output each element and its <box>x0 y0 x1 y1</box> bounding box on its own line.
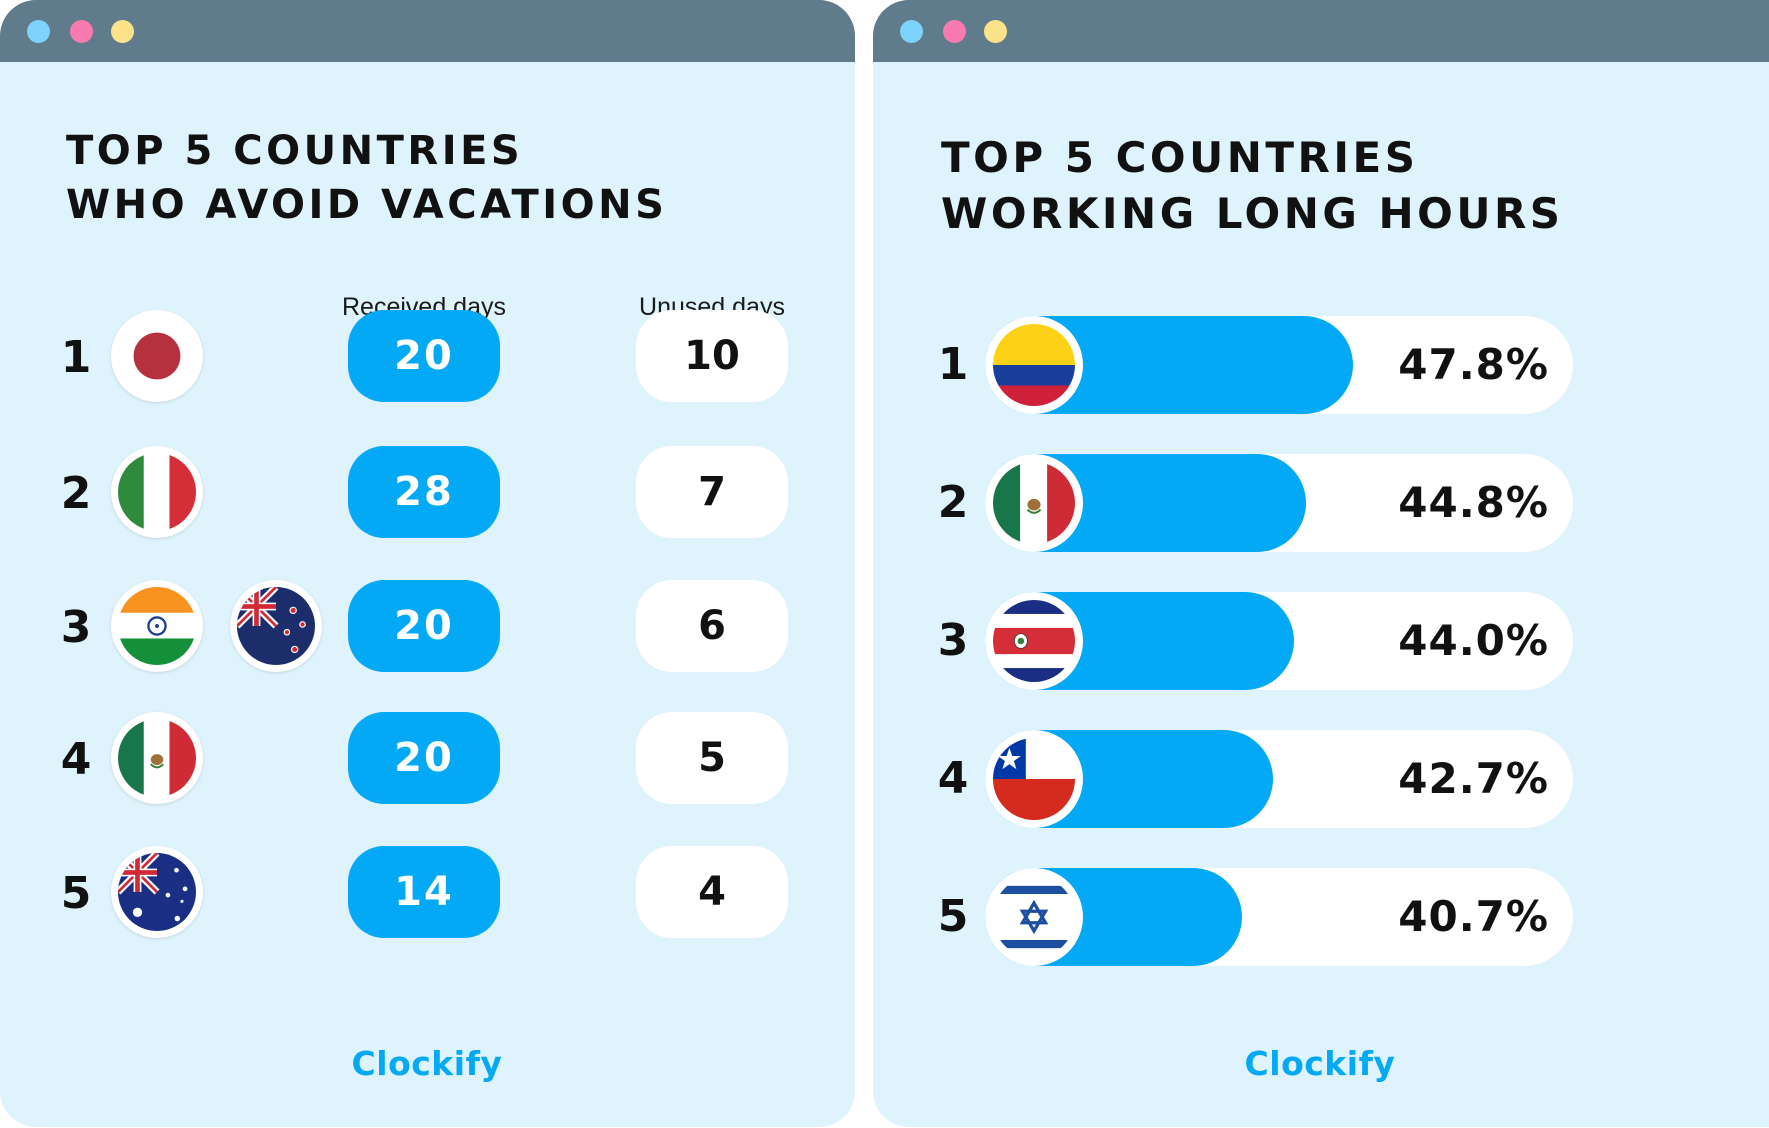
received-days-value: 14 <box>348 846 500 938</box>
india-flag-icon <box>111 580 203 672</box>
new-zealand-flag-icon-art <box>237 587 315 665</box>
unused-days-value: 7 <box>636 446 788 538</box>
rank-number: 5 <box>937 891 969 942</box>
costa-rica-flag-icon <box>985 592 1083 690</box>
unused-days-value: 4 <box>636 846 788 938</box>
window-titlebar <box>873 0 1769 62</box>
window-dot-blue[interactable] <box>27 20 50 43</box>
long-hours-title-line1: TOP 5 COUNTRIES <box>941 133 1419 182</box>
italy-flag-icon <box>111 446 203 538</box>
mexico-flag-icon <box>111 712 203 804</box>
india-flag-icon-art <box>118 587 196 665</box>
vacations-title-line2: WHO AVOID VACATIONS <box>66 182 668 228</box>
bar-value-label: 42.7% <box>1398 754 1549 803</box>
rank-number: 5 <box>60 868 92 919</box>
received-days-value: 28 <box>348 446 500 538</box>
colombia-flag-icon <box>985 316 1083 414</box>
rank-number: 3 <box>937 615 969 666</box>
rank-number: 1 <box>937 339 969 390</box>
unused-days-value: 10 <box>636 310 788 402</box>
chile-flag-icon <box>985 730 1083 828</box>
long-hours-title-line2: WORKING LONG HOURS <box>941 189 1564 238</box>
bar-value-label: 44.8% <box>1398 478 1549 527</box>
vacations-title-line1: TOP 5 COUNTRIES <box>66 128 524 174</box>
vacations-title: TOP 5 COUNTRIES WHO AVOID VACATIONS <box>66 124 667 232</box>
new-zealand-flag-icon <box>230 580 322 672</box>
bar-row: 1 47.8% <box>873 316 1769 414</box>
mexico-flag-icon <box>985 454 1083 552</box>
bar-row: 4 42.7% <box>873 730 1769 828</box>
received-days-value: 20 <box>348 580 500 672</box>
clockify-logo: Clockify <box>1244 1044 1396 1083</box>
unused-days-value: 5 <box>636 712 788 804</box>
window-dot-yellow[interactable] <box>111 20 134 43</box>
colombia-flag-icon-art <box>993 324 1075 406</box>
vacations-panel: TOP 5 COUNTRIES WHO AVOID VACATIONS Rece… <box>0 0 855 1127</box>
received-days-value: 20 <box>348 310 500 402</box>
table-row: 2 28 7 <box>0 444 855 540</box>
long-hours-panel: TOP 5 COUNTRIES WORKING LONG HOURS 1 47.8… <box>873 0 1769 1127</box>
rank-number: 2 <box>60 468 92 519</box>
mexico-flag-icon-art <box>993 462 1075 544</box>
bar-row: 5 40.7% <box>873 868 1769 966</box>
costa-rica-flag-icon-art <box>993 600 1075 682</box>
chile-flag-icon-art <box>993 738 1075 820</box>
unused-days-value: 6 <box>636 580 788 672</box>
table-row: 1 20 10 <box>0 308 855 404</box>
rank-number: 2 <box>937 477 969 528</box>
rank-number: 3 <box>60 602 92 653</box>
table-row: 3 20 6 <box>0 578 855 674</box>
bar-row: 2 44.8% <box>873 454 1769 552</box>
window-dot-pink[interactable] <box>70 20 93 43</box>
mexico-flag-icon-art <box>118 719 196 797</box>
bar-value-label: 47.8% <box>1398 340 1549 389</box>
received-days-value: 20 <box>348 712 500 804</box>
window-dot-blue[interactable] <box>900 20 923 43</box>
australia-flag-icon-art <box>118 853 196 931</box>
table-row: 5 14 4 <box>0 844 855 940</box>
japan-flag-icon <box>111 310 203 402</box>
italy-flag-icon-art <box>118 453 196 531</box>
window-dot-pink[interactable] <box>943 20 966 43</box>
australia-flag-icon <box>111 846 203 938</box>
israel-flag-icon-art <box>993 876 1075 958</box>
window-titlebar <box>0 0 855 62</box>
rank-number: 4 <box>60 734 92 785</box>
israel-flag-icon <box>985 868 1083 966</box>
rank-number: 1 <box>60 332 92 383</box>
rank-number: 4 <box>937 753 969 804</box>
clockify-logo: Clockify <box>351 1044 503 1083</box>
window-dot-yellow[interactable] <box>984 20 1007 43</box>
table-row: 4 20 5 <box>0 710 855 806</box>
japan-flag-icon-art <box>118 317 196 395</box>
bar-value-label: 44.0% <box>1398 616 1549 665</box>
long-hours-title: TOP 5 COUNTRIES WORKING LONG HOURS <box>941 130 1564 242</box>
bar-value-label: 40.7% <box>1398 892 1549 941</box>
bar-row: 3 44.0% <box>873 592 1769 690</box>
